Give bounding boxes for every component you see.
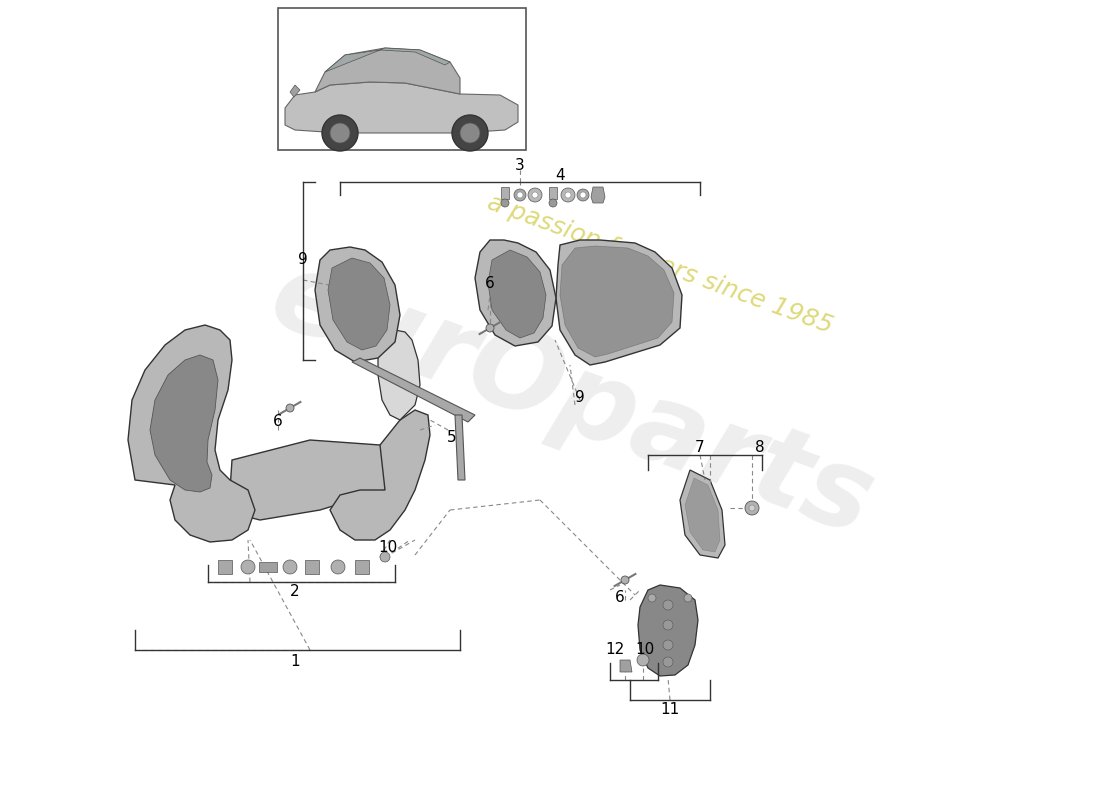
Circle shape bbox=[745, 501, 759, 515]
Polygon shape bbox=[556, 240, 682, 365]
Circle shape bbox=[322, 115, 358, 151]
Polygon shape bbox=[290, 85, 300, 97]
Text: 2: 2 bbox=[290, 585, 300, 599]
Text: 1: 1 bbox=[290, 654, 300, 670]
Polygon shape bbox=[591, 187, 605, 203]
Circle shape bbox=[331, 560, 345, 574]
Circle shape bbox=[648, 594, 656, 602]
Polygon shape bbox=[638, 585, 698, 676]
Polygon shape bbox=[315, 48, 460, 94]
Circle shape bbox=[749, 505, 755, 511]
Circle shape bbox=[637, 654, 649, 666]
Text: 6: 6 bbox=[485, 275, 495, 290]
Text: 8: 8 bbox=[756, 439, 764, 454]
Polygon shape bbox=[680, 470, 725, 558]
Polygon shape bbox=[560, 246, 674, 357]
Text: 6: 6 bbox=[615, 590, 625, 605]
Circle shape bbox=[663, 640, 673, 650]
Circle shape bbox=[621, 576, 629, 584]
Polygon shape bbox=[128, 325, 255, 542]
Text: 10: 10 bbox=[636, 642, 654, 658]
Circle shape bbox=[532, 192, 538, 198]
Text: 10: 10 bbox=[378, 541, 397, 555]
Text: 4: 4 bbox=[556, 167, 564, 182]
Text: eurOparts: eurOparts bbox=[256, 242, 888, 558]
Circle shape bbox=[684, 594, 692, 602]
Polygon shape bbox=[352, 358, 475, 422]
Polygon shape bbox=[488, 250, 546, 338]
Text: 9: 9 bbox=[575, 390, 585, 406]
Circle shape bbox=[580, 192, 586, 198]
Text: 7: 7 bbox=[695, 439, 705, 454]
Polygon shape bbox=[230, 440, 405, 520]
Polygon shape bbox=[315, 247, 400, 362]
Circle shape bbox=[452, 115, 488, 151]
Circle shape bbox=[561, 188, 575, 202]
Circle shape bbox=[500, 199, 509, 207]
Text: 3: 3 bbox=[515, 158, 525, 173]
Text: 5: 5 bbox=[448, 430, 456, 446]
Polygon shape bbox=[324, 48, 450, 72]
Circle shape bbox=[517, 192, 522, 198]
Circle shape bbox=[528, 188, 542, 202]
Text: 11: 11 bbox=[660, 702, 680, 718]
Circle shape bbox=[549, 199, 557, 207]
Circle shape bbox=[663, 600, 673, 610]
Polygon shape bbox=[685, 478, 720, 552]
Circle shape bbox=[578, 189, 588, 201]
Circle shape bbox=[241, 560, 255, 574]
Circle shape bbox=[663, 657, 673, 667]
Bar bbox=[218, 560, 232, 574]
Polygon shape bbox=[620, 660, 632, 672]
Polygon shape bbox=[549, 187, 557, 199]
Circle shape bbox=[514, 189, 526, 201]
Circle shape bbox=[460, 123, 480, 143]
Text: 12: 12 bbox=[605, 642, 625, 658]
Circle shape bbox=[330, 123, 350, 143]
Polygon shape bbox=[328, 258, 390, 350]
Bar bbox=[258, 562, 277, 572]
Circle shape bbox=[663, 620, 673, 630]
Text: 9: 9 bbox=[298, 253, 308, 267]
Bar bbox=[278, 8, 526, 150]
Polygon shape bbox=[150, 355, 218, 492]
Polygon shape bbox=[455, 415, 465, 480]
Circle shape bbox=[379, 552, 390, 562]
Text: 6: 6 bbox=[273, 414, 283, 430]
Bar bbox=[305, 560, 319, 574]
Polygon shape bbox=[330, 410, 430, 540]
Polygon shape bbox=[475, 240, 556, 346]
Polygon shape bbox=[500, 187, 509, 199]
Polygon shape bbox=[378, 330, 420, 420]
Circle shape bbox=[286, 404, 294, 412]
Circle shape bbox=[283, 560, 297, 574]
Bar bbox=[355, 560, 368, 574]
Text: a passion for cars since 1985: a passion for cars since 1985 bbox=[484, 190, 836, 338]
Polygon shape bbox=[285, 82, 518, 133]
Circle shape bbox=[565, 192, 571, 198]
Circle shape bbox=[486, 324, 494, 332]
